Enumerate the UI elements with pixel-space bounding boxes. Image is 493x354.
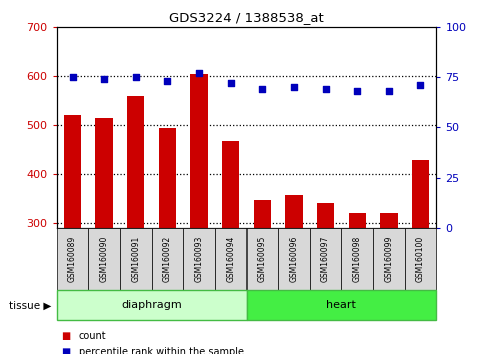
- Point: [164, 78, 172, 84]
- Text: GSM160100: GSM160100: [416, 236, 425, 282]
- Point: [195, 70, 203, 76]
- Text: tissue ▶: tissue ▶: [9, 300, 52, 310]
- Text: GSM160089: GSM160089: [68, 236, 77, 282]
- Bar: [412, 160, 429, 228]
- Bar: [285, 195, 303, 228]
- Text: percentile rank within the sample: percentile rank within the sample: [79, 347, 244, 354]
- Point: [100, 76, 108, 82]
- Point: [258, 86, 266, 92]
- Point: [353, 88, 361, 94]
- Bar: [253, 200, 271, 228]
- Point: [227, 80, 235, 86]
- Bar: [96, 118, 113, 228]
- Text: GSM160098: GSM160098: [352, 236, 362, 282]
- Text: count: count: [79, 331, 106, 341]
- Point: [290, 84, 298, 90]
- Text: heart: heart: [326, 300, 356, 310]
- Text: ■: ■: [62, 347, 71, 354]
- Bar: [222, 141, 240, 228]
- Point: [385, 88, 393, 94]
- Text: GSM160095: GSM160095: [258, 236, 267, 282]
- Text: GSM160097: GSM160097: [321, 236, 330, 282]
- Bar: [380, 213, 397, 228]
- Text: GSM160090: GSM160090: [100, 236, 108, 282]
- Point: [69, 74, 76, 80]
- Point: [132, 74, 140, 80]
- Text: diaphragm: diaphragm: [121, 300, 182, 310]
- Point: [417, 82, 424, 88]
- Text: GSM160091: GSM160091: [131, 236, 141, 282]
- Text: ■: ■: [62, 331, 71, 341]
- Point: [321, 86, 329, 92]
- Bar: [190, 74, 208, 228]
- Bar: [159, 129, 176, 228]
- Text: GSM160094: GSM160094: [226, 236, 235, 282]
- Text: GSM160099: GSM160099: [385, 236, 393, 282]
- Bar: [349, 213, 366, 228]
- Bar: [64, 115, 81, 228]
- Bar: [317, 203, 334, 228]
- Text: GSM160093: GSM160093: [195, 236, 204, 282]
- Bar: [127, 96, 144, 228]
- Text: GDS3224 / 1388538_at: GDS3224 / 1388538_at: [169, 11, 324, 24]
- Text: GSM160096: GSM160096: [289, 236, 298, 282]
- Text: GSM160092: GSM160092: [163, 236, 172, 282]
